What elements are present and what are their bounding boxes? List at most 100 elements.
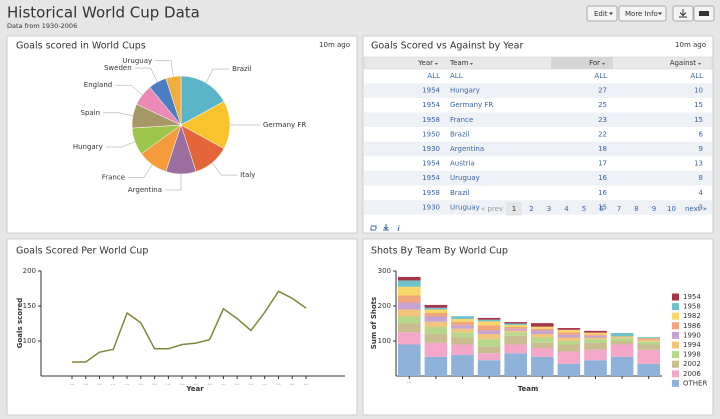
bar-segment bbox=[398, 344, 421, 376]
sort-caret bbox=[602, 63, 605, 65]
legend-label: 1982 bbox=[683, 312, 701, 320]
bar-segment bbox=[424, 316, 448, 322]
bar-segment bbox=[398, 280, 421, 287]
y-axis-label: Sum of Shots bbox=[370, 297, 378, 349]
info-icon[interactable] bbox=[397, 225, 400, 232]
table-cell: 23 bbox=[598, 116, 607, 124]
table-cell: Hungary bbox=[450, 87, 480, 95]
slice-label: Hungary bbox=[73, 143, 103, 151]
sort-caret bbox=[435, 63, 438, 65]
leader-line bbox=[115, 84, 143, 96]
bar-segment bbox=[504, 335, 527, 345]
y-tick-label: 300 bbox=[378, 267, 391, 275]
legend-label: 1986 bbox=[683, 322, 701, 330]
table-cell: 6 bbox=[699, 130, 704, 138]
page-link[interactable]: 8 bbox=[634, 205, 638, 213]
sort-caret bbox=[698, 63, 701, 65]
bar-segment bbox=[610, 344, 634, 357]
column-header[interactable]: Year bbox=[417, 59, 433, 67]
refresh-icon[interactable] bbox=[370, 225, 377, 231]
table-row bbox=[364, 97, 712, 113]
panel-title: Goals Scored Per World Cup bbox=[16, 246, 148, 257]
bar-segment bbox=[398, 302, 421, 310]
slice-label: Spain bbox=[81, 109, 101, 117]
x-tick-label: ... bbox=[180, 381, 185, 387]
table-cell: 4 bbox=[699, 189, 704, 197]
table-cell: 17 bbox=[598, 160, 607, 168]
table-row bbox=[364, 170, 712, 186]
legend-swatch bbox=[672, 331, 679, 339]
bar-segment bbox=[424, 327, 448, 334]
panel-title: Shots By Team By World Cup bbox=[371, 246, 508, 257]
leader-line bbox=[127, 164, 153, 178]
bar-segment bbox=[477, 334, 501, 340]
pagination-next[interactable]: next » bbox=[685, 205, 707, 213]
legend-swatch bbox=[672, 322, 679, 330]
column-header[interactable]: Team bbox=[449, 59, 469, 67]
bar-segment bbox=[557, 332, 581, 335]
more-info-button[interactable] bbox=[618, 5, 667, 22]
bar-segment bbox=[584, 330, 607, 333]
bar-segment bbox=[584, 339, 607, 343]
x-tick-label: ... bbox=[290, 381, 295, 387]
x-tick-label: ... bbox=[262, 381, 267, 387]
slice-label: Germany FR bbox=[263, 121, 306, 129]
table-cell: Argentina bbox=[450, 145, 484, 153]
bar-segment bbox=[557, 344, 581, 352]
bar-segment bbox=[504, 353, 527, 376]
table-cell: 15 bbox=[694, 101, 703, 109]
bar-segment bbox=[610, 356, 634, 376]
y-tick-label: 150 bbox=[23, 302, 36, 310]
x-tick-label: ... bbox=[166, 381, 171, 387]
bar-segment bbox=[477, 339, 501, 347]
table-cell: 1954 bbox=[422, 101, 440, 109]
edit-label[interactable]: Edit bbox=[594, 10, 608, 18]
bar-segment bbox=[424, 304, 448, 308]
table-cell: 1958 bbox=[422, 189, 440, 197]
bar-segment bbox=[451, 318, 474, 322]
bar-segment bbox=[424, 313, 448, 317]
legend-label: 1990 bbox=[683, 331, 701, 339]
slice-label: Italy bbox=[240, 171, 255, 179]
leader-line bbox=[155, 60, 174, 77]
table-row bbox=[364, 112, 712, 128]
slice-label: England bbox=[84, 81, 112, 89]
page-link[interactable]: 2 bbox=[529, 205, 533, 213]
page-link[interactable]: 1 bbox=[512, 205, 516, 213]
bar-segment bbox=[637, 363, 660, 376]
column-header[interactable]: For bbox=[589, 59, 600, 67]
table-cell: 15 bbox=[694, 116, 703, 124]
x-tick-label: ... bbox=[304, 381, 309, 387]
bar-segment bbox=[610, 338, 634, 341]
timestamp: 10m ago bbox=[319, 41, 350, 49]
bar-segment bbox=[557, 363, 581, 376]
page-link[interactable]: 5 bbox=[582, 205, 586, 213]
bar-segment bbox=[610, 332, 634, 337]
page-link[interactable]: 6 bbox=[599, 205, 604, 213]
x-axis-label: Year bbox=[185, 385, 204, 393]
pagination-prev: « prev bbox=[481, 205, 503, 213]
bar-segment bbox=[424, 334, 448, 343]
dashboard-subtitle: Data from 1930-2006 bbox=[7, 22, 77, 30]
legend-swatch bbox=[672, 312, 679, 320]
bar-segment bbox=[504, 327, 527, 329]
table-cell: 9 bbox=[699, 145, 703, 153]
more-info-label[interactable]: More Info bbox=[625, 10, 658, 18]
bar-segment bbox=[557, 351, 581, 364]
x-tick-label: ... bbox=[152, 381, 157, 387]
table-row bbox=[364, 127, 712, 142]
table-cell: 10 bbox=[694, 87, 703, 95]
x-tick-label: ... bbox=[125, 381, 130, 387]
page-link[interactable]: 3 bbox=[547, 205, 551, 213]
bar-segment bbox=[557, 341, 581, 345]
x-tick-label: ... bbox=[138, 381, 143, 387]
bar-segment bbox=[398, 286, 421, 296]
edit-button[interactable] bbox=[586, 5, 618, 22]
legend-label: OTHER bbox=[683, 379, 707, 387]
export-icon[interactable] bbox=[383, 224, 389, 231]
page-link[interactable]: 7 bbox=[617, 205, 621, 213]
page-link[interactable]: 4 bbox=[564, 205, 569, 213]
page-link[interactable]: 10 bbox=[667, 205, 676, 213]
column-header[interactable]: Against bbox=[670, 59, 697, 67]
page-link[interactable]: 9 bbox=[652, 205, 656, 213]
